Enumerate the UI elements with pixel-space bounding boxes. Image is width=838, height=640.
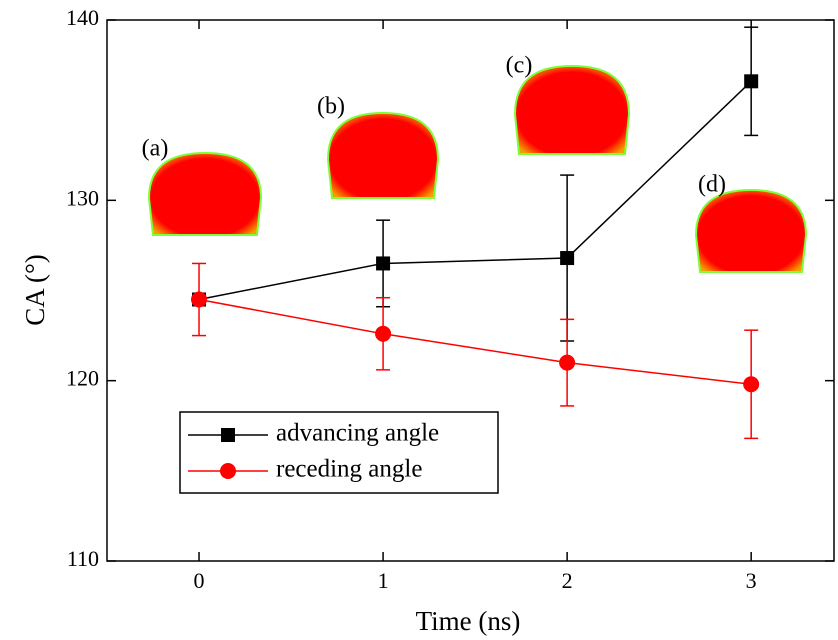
- droplet-image: [147, 151, 263, 236]
- x-tick-label: 1: [378, 568, 389, 593]
- x-tick-label: 0: [194, 568, 205, 593]
- legend-label: receding angle: [276, 456, 422, 483]
- droplet-image: [513, 64, 631, 155]
- x-tick-label: 3: [746, 568, 757, 593]
- y-tick-label: 120: [66, 366, 99, 391]
- y-axis-title: CA (°): [20, 254, 50, 326]
- droplet-image: [694, 188, 808, 273]
- data-point: [560, 251, 575, 266]
- series-line: [198, 80, 752, 301]
- droplet-image: [326, 111, 440, 199]
- annotation: (a): [142, 136, 169, 162]
- annotation: (c): [506, 53, 533, 79]
- data-point: [744, 74, 759, 89]
- annotation: (d): [698, 172, 726, 198]
- x-tick-label: 2: [562, 568, 573, 593]
- data-point: [559, 354, 576, 371]
- legend-box: [179, 411, 499, 494]
- data-point: [375, 325, 392, 342]
- legend-marker: [221, 428, 235, 442]
- series-line: [198, 298, 752, 386]
- y-tick-label: 130: [66, 185, 99, 210]
- data-point: [743, 376, 760, 393]
- data-point: [376, 256, 391, 271]
- y-tick-label: 140: [66, 5, 99, 30]
- plot-frame: [106, 19, 835, 562]
- legend-marker: [220, 463, 236, 479]
- x-axis-title: Time (ns): [416, 606, 521, 636]
- data-point: [191, 291, 208, 308]
- legend-label: advancing angle: [276, 420, 439, 447]
- annotation: (b): [317, 94, 345, 120]
- y-tick-label: 110: [67, 546, 99, 571]
